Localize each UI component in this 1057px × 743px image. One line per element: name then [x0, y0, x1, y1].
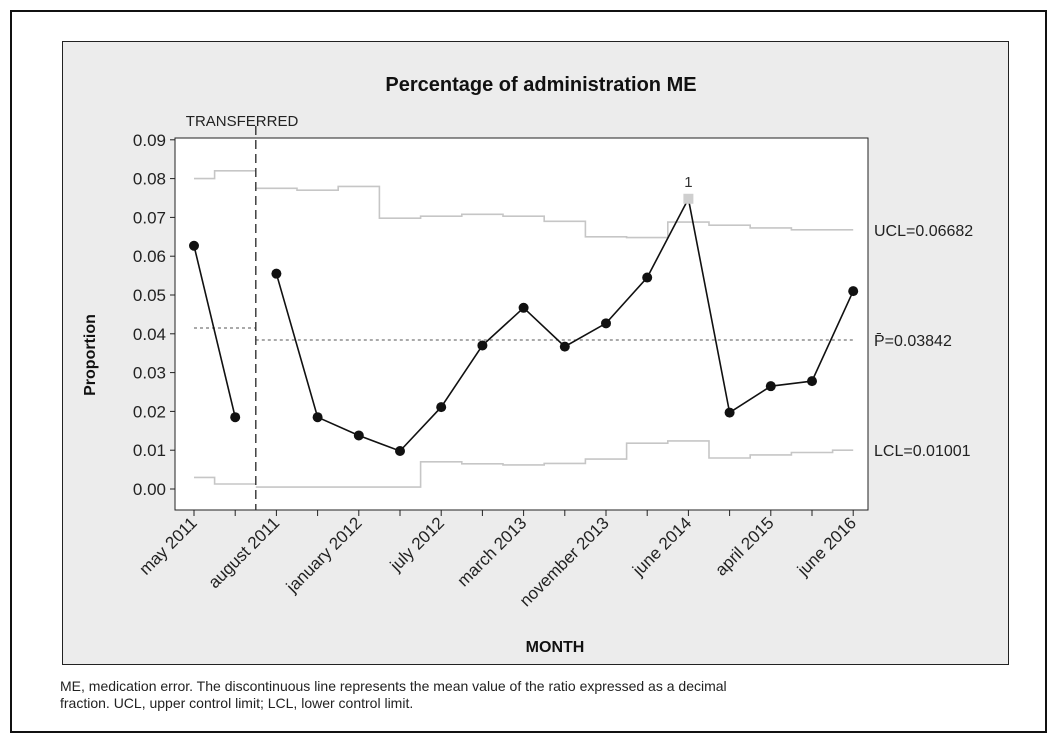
- data-point: [724, 407, 735, 418]
- y-tick-label: 0.00: [133, 480, 166, 499]
- y-tick-label: 0.01: [133, 441, 166, 460]
- data-point: [189, 240, 199, 251]
- out-of-control-label: 1: [684, 174, 692, 191]
- x-axis-label: MONTH: [526, 639, 585, 656]
- data-point: [230, 412, 241, 423]
- data-point: [807, 376, 817, 387]
- lcl-line: [194, 440, 854, 488]
- y-tick-label: 0.02: [133, 402, 166, 421]
- lcl-label: LCL=0.01001: [874, 443, 971, 460]
- data-point-out-of-control: [683, 193, 694, 204]
- x-tick-label: july 2012: [386, 513, 448, 575]
- data-point: [436, 402, 447, 413]
- caption-line-2: fraction. UCL, upper control limit; LCL,…: [60, 695, 414, 711]
- data-point: [642, 272, 653, 283]
- series-line-before: [193, 245, 236, 418]
- ucl-label: UCL=0.06682: [874, 223, 973, 240]
- x-tick-label: november 2013: [516, 513, 613, 610]
- y-tick-label: 0.04: [133, 325, 166, 344]
- data-point: [518, 302, 529, 313]
- x-tick-label: january 2012: [282, 513, 366, 597]
- caption-line-1: ME, medication error. The discontinuous …: [60, 678, 727, 694]
- data-point: [353, 430, 364, 441]
- y-tick-label: 0.08: [133, 170, 166, 189]
- data-point: [765, 381, 776, 392]
- data-point: [559, 341, 570, 352]
- transfer-label: TRANSFERRED: [186, 113, 299, 130]
- x-tick-label: august 2011: [205, 513, 284, 592]
- y-axis-label: Proportion: [82, 314, 99, 396]
- data-point: [312, 412, 323, 423]
- figure-caption: ME, medication error. The discontinuous …: [60, 678, 1000, 712]
- data-point: [601, 318, 611, 329]
- y-tick-label: 0.07: [133, 208, 166, 227]
- y-tick-label: 0.06: [133, 247, 166, 266]
- x-tick-label: june 2016: [793, 513, 860, 580]
- data-point: [848, 286, 859, 297]
- x-tick-label: may 2011: [135, 513, 200, 578]
- y-tick-label: 0.09: [133, 131, 166, 150]
- y-tick-label: 0.03: [133, 364, 166, 383]
- data-point: [271, 268, 282, 279]
- data-point: [395, 445, 405, 456]
- ucl-line: [194, 170, 854, 239]
- x-tick-label: april 2015: [711, 513, 777, 579]
- center-label: P̄=0.03842: [874, 333, 952, 350]
- data-point: [477, 340, 488, 351]
- y-tick-label: 0.05: [133, 286, 166, 305]
- x-tick-label: march 2013: [454, 513, 531, 590]
- chart-title: Percentage of administration ME: [385, 74, 696, 96]
- x-tick-label: june 2014: [628, 513, 695, 580]
